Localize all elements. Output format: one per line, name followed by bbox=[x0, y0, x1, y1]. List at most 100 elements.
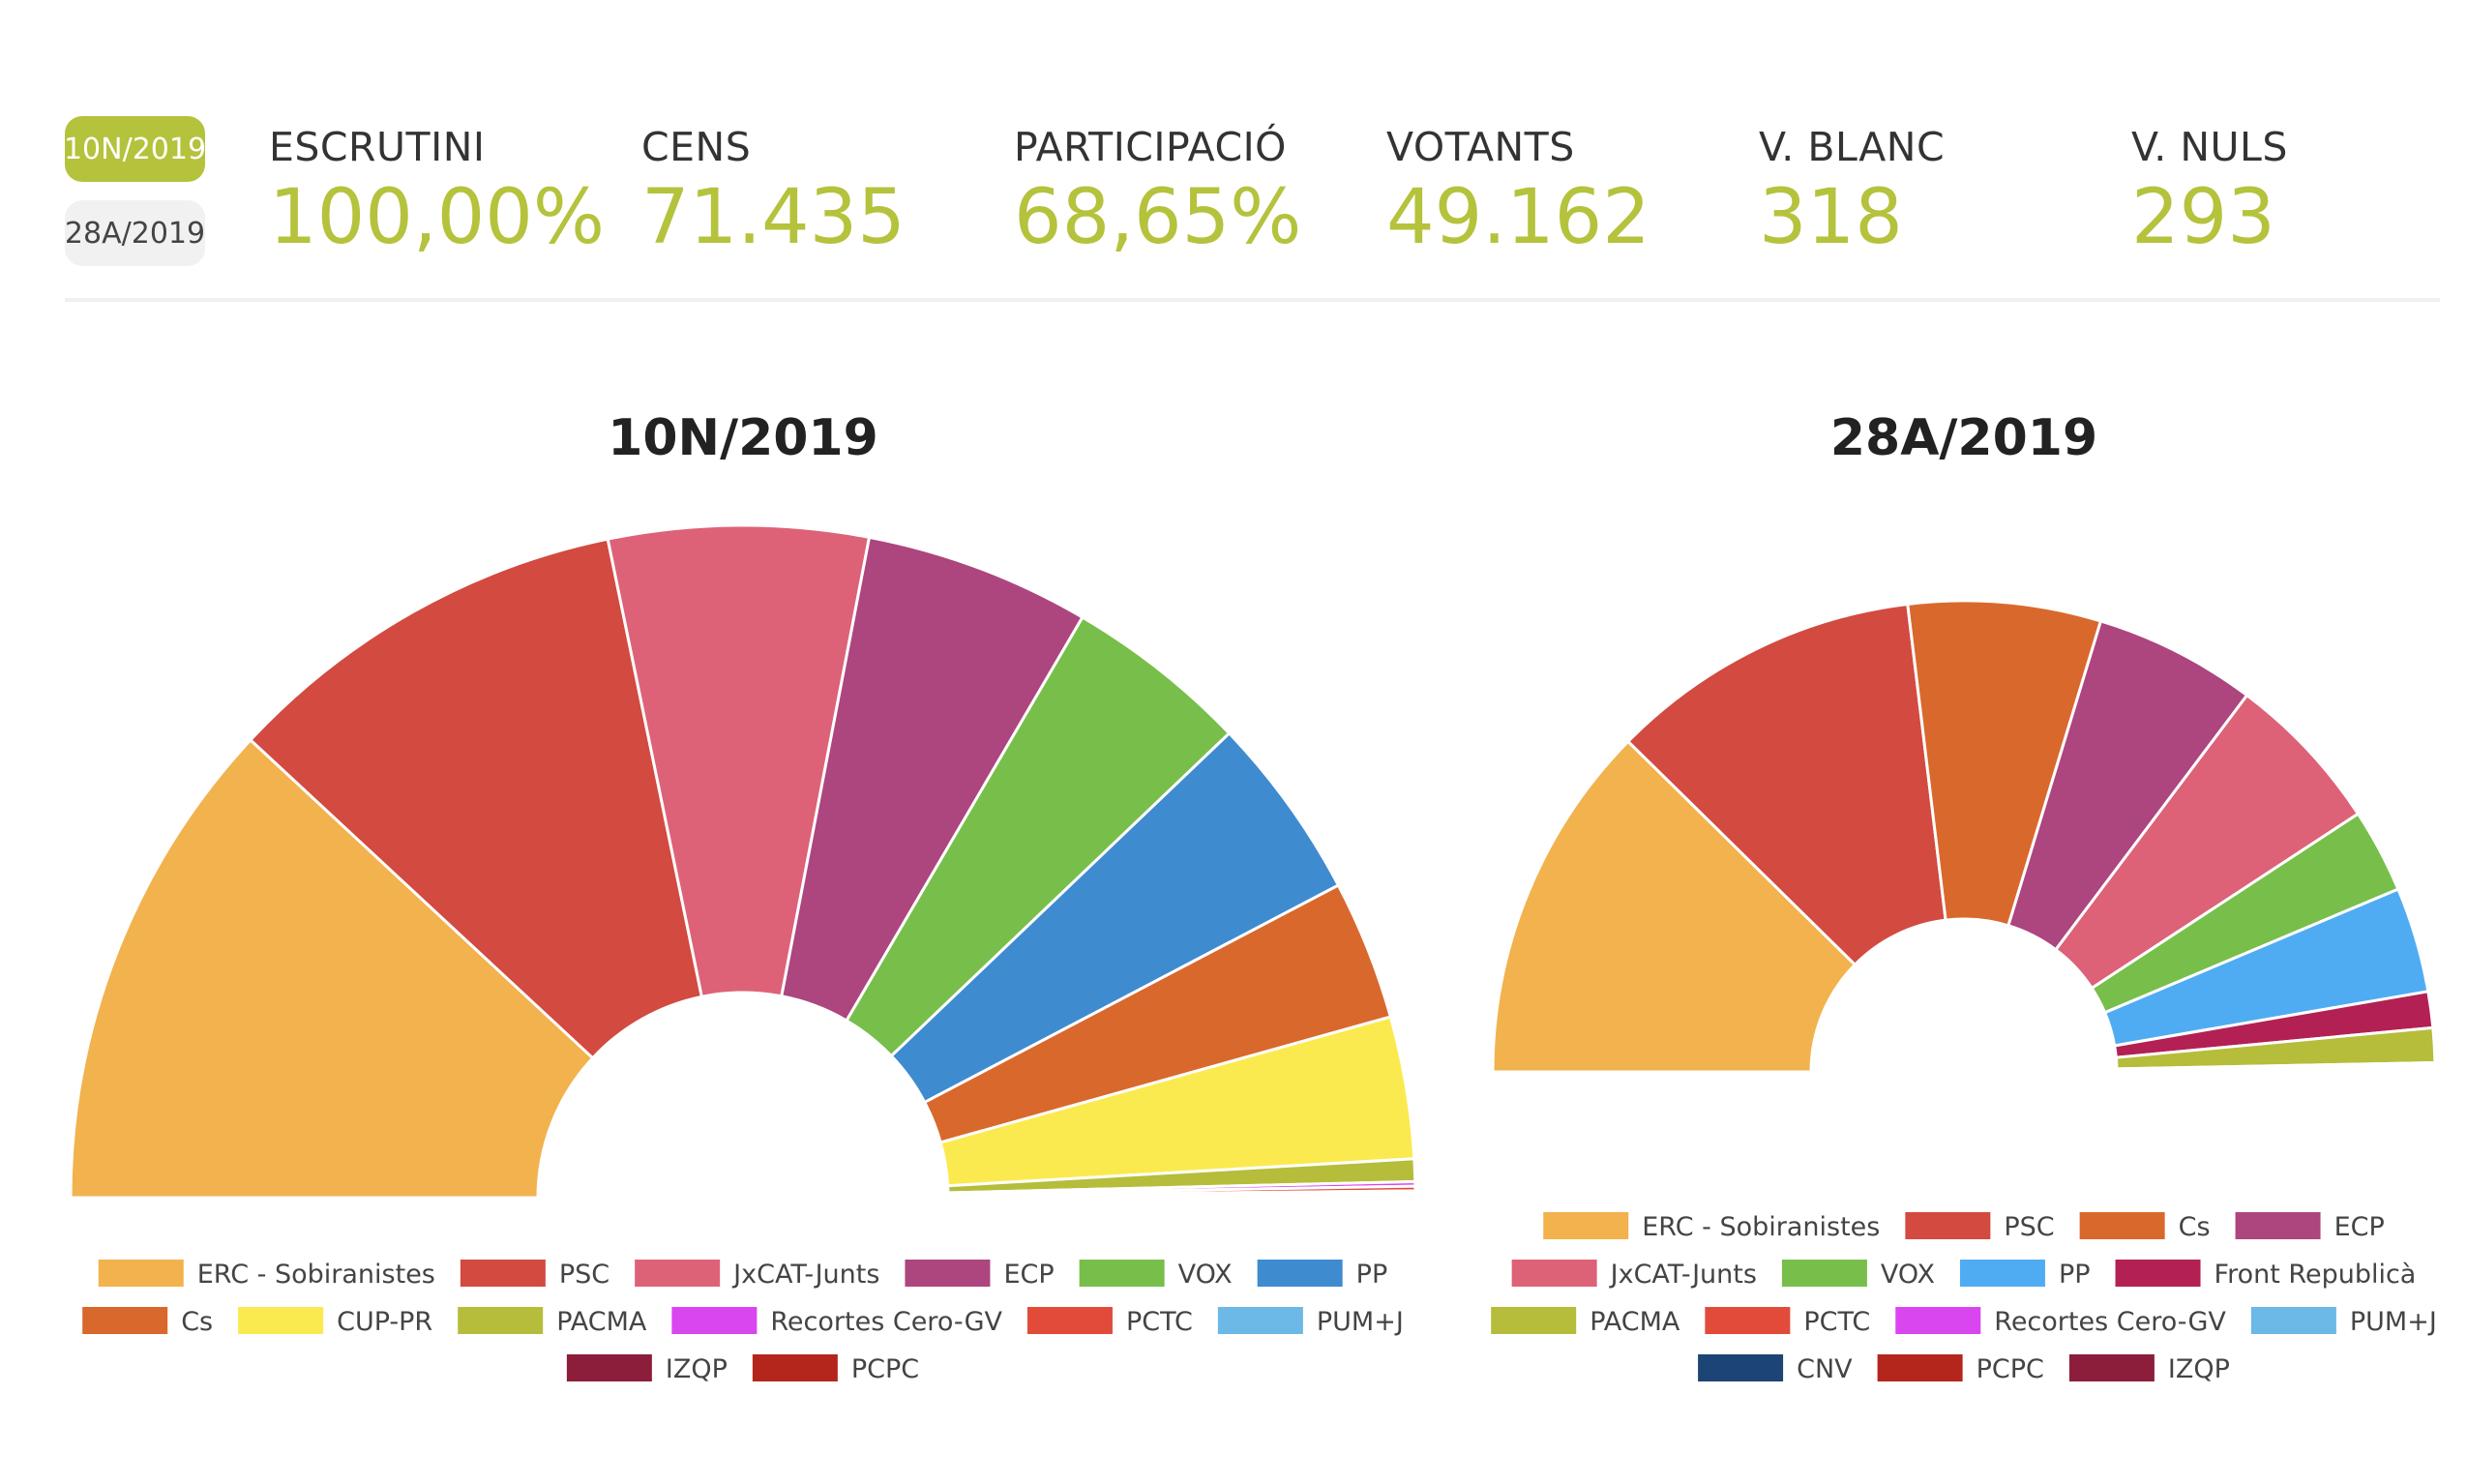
legend-label: CNV bbox=[1797, 1354, 1853, 1384]
legend-label: ERC - Sobiranistes bbox=[197, 1260, 435, 1290]
tab-28a-2019[interactable]: 28A/2019 bbox=[65, 200, 205, 266]
chart-title-10n: 10N/2019 bbox=[608, 409, 878, 467]
legend-swatch bbox=[1895, 1307, 1981, 1334]
legend-swatch bbox=[1959, 1260, 2045, 1287]
hemicycle-28a bbox=[1491, 599, 2437, 1074]
legend-swatch bbox=[2235, 1212, 2321, 1239]
legend-swatch bbox=[1543, 1212, 1629, 1239]
legend-item-pacma[interactable]: PACMA bbox=[1491, 1307, 1680, 1337]
legend-label: ERC - Sobiranistes bbox=[1642, 1212, 1880, 1242]
legend-label: Recortes Cero-GV bbox=[770, 1307, 1002, 1337]
slice-erc-sobiranistes[interactable] bbox=[69, 737, 595, 1200]
legend-label: PCTC bbox=[1803, 1307, 1870, 1337]
stat-label: V. BLANC bbox=[1759, 124, 1946, 170]
legend-item-pacma[interactable]: PACMA bbox=[458, 1307, 647, 1337]
legend-swatch bbox=[82, 1307, 168, 1334]
legend-swatch bbox=[1698, 1354, 1784, 1381]
stat-escrutini: ESCRUTINI 100,00% bbox=[269, 124, 605, 261]
slice-psc[interactable] bbox=[248, 537, 704, 1060]
legend-label: PSC bbox=[2004, 1212, 2054, 1242]
legend-swatch bbox=[238, 1307, 324, 1334]
legend-label: PCPC bbox=[851, 1354, 919, 1384]
legend-item-pp[interactable]: PP bbox=[1257, 1260, 1388, 1290]
legend-label: IZQP bbox=[666, 1354, 728, 1384]
legend-item-cup-pr[interactable]: CUP-PR bbox=[238, 1307, 432, 1337]
legend-item-recortes-cero-gv[interactable]: Recortes Cero-GV bbox=[1895, 1307, 2226, 1337]
stat-label: V. NULS bbox=[2131, 124, 2288, 170]
chart-title-28a: 28A/2019 bbox=[1830, 409, 2097, 467]
stat-label: ESCRUTINI bbox=[269, 124, 486, 170]
slice-erc-sobiranistes[interactable] bbox=[1491, 739, 1858, 1074]
legend-swatch bbox=[1781, 1260, 1867, 1287]
legend-label: PP bbox=[1356, 1260, 1388, 1290]
legend-28a: ERC - Sobiranistes PSC Cs ECP JxCAT-Junts VOX… bbox=[1491, 1212, 2437, 1384]
legend-swatch bbox=[1877, 1354, 1963, 1381]
legend-item-cnv[interactable]: CNV bbox=[1698, 1354, 1853, 1384]
legend-item-vox[interactable]: VOX bbox=[1079, 1260, 1233, 1290]
legend-label: VOX bbox=[1178, 1260, 1233, 1290]
stat-value: 318 bbox=[1759, 174, 1903, 261]
legend-swatch bbox=[1511, 1260, 1597, 1287]
legend-item-psc[interactable]: PSC bbox=[460, 1260, 609, 1290]
legend-swatch bbox=[460, 1260, 546, 1287]
legend-item-izqp[interactable]: IZQP bbox=[2068, 1354, 2230, 1384]
legend-label: IZQP bbox=[2168, 1354, 2230, 1384]
legend-label: PP bbox=[2059, 1260, 2091, 1290]
legend-label: PCTC bbox=[1126, 1307, 1193, 1337]
slice-ecp[interactable] bbox=[780, 535, 1085, 1024]
stat-v-nuls: V. NULS 293 bbox=[2131, 124, 2288, 261]
legend-label: PCPC bbox=[1977, 1354, 2044, 1384]
stat-v-blanc: V. BLANC 318 bbox=[1759, 124, 1945, 261]
legend-swatch bbox=[2115, 1260, 2201, 1287]
legend-item-erc-sobiranistes[interactable]: ERC - Sobiranistes bbox=[1543, 1212, 1880, 1242]
legend-label: ECP bbox=[2334, 1212, 2385, 1242]
legend-swatch bbox=[671, 1307, 758, 1334]
legend-label: JxCAT-Junts bbox=[1609, 1260, 1757, 1290]
legend-item-front-republic[interactable]: Front Republicà bbox=[2115, 1260, 2417, 1290]
legend-item-pum-j[interactable]: PUM+J bbox=[1217, 1307, 1404, 1337]
legend-label: PSC bbox=[559, 1260, 609, 1290]
legend-label: PUM+J bbox=[1317, 1307, 1404, 1337]
legend-item-pum-j[interactable]: PUM+J bbox=[2250, 1307, 2437, 1337]
legend-item-erc-sobiranistes[interactable]: ERC - Sobiranistes bbox=[98, 1260, 435, 1290]
legend-item-pcpc[interactable]: PCPC bbox=[752, 1354, 919, 1384]
slice-psc[interactable] bbox=[1625, 602, 1947, 967]
legend-swatch bbox=[752, 1354, 838, 1381]
legend-item-cs[interactable]: Cs bbox=[82, 1307, 213, 1337]
legend-label: JxCAT-Junts bbox=[731, 1260, 879, 1290]
legend-item-pctc[interactable]: PCTC bbox=[1026, 1307, 1193, 1337]
legend-item-pctc[interactable]: PCTC bbox=[1705, 1307, 1870, 1337]
legend-item-ecp[interactable]: ECP bbox=[2235, 1212, 2385, 1242]
legend-item-pp[interactable]: PP bbox=[1959, 1260, 2091, 1290]
slice-pcpc[interactable] bbox=[946, 1194, 1417, 1200]
stat-value: 68,65% bbox=[1014, 174, 1302, 261]
stat-value: 49.162 bbox=[1386, 174, 1650, 261]
legend-item-psc[interactable]: PSC bbox=[1905, 1212, 2055, 1242]
legend-swatch bbox=[2079, 1212, 2165, 1239]
legend-item-cs[interactable]: Cs bbox=[2079, 1212, 2211, 1242]
legend-item-jxcat-junts[interactable]: JxCAT-Junts bbox=[1511, 1260, 1757, 1290]
legend-label: Recortes Cero-GV bbox=[1994, 1307, 2226, 1337]
legend-label: PACMA bbox=[1590, 1307, 1680, 1337]
stat-label: PARTICIPACIÓ bbox=[1014, 124, 1287, 170]
legend-label: VOX bbox=[1881, 1260, 1935, 1290]
tab-10n-2019[interactable]: 10N/2019 bbox=[64, 116, 206, 182]
stat-label: VOTANTS bbox=[1386, 124, 1575, 170]
stat-value: 293 bbox=[2131, 174, 2275, 261]
legend-item-izqp[interactable]: IZQP bbox=[566, 1354, 728, 1384]
legend-item-vox[interactable]: VOX bbox=[1781, 1260, 1935, 1290]
legend-item-recortes-cero-gv[interactable]: Recortes Cero-GV bbox=[671, 1307, 1002, 1337]
legend-item-ecp[interactable]: ECP bbox=[905, 1260, 1055, 1290]
slice-izqp[interactable] bbox=[2115, 1068, 2437, 1074]
legend-swatch bbox=[635, 1260, 721, 1287]
legend-item-pcpc[interactable]: PCPC bbox=[1877, 1354, 2044, 1384]
legend-label: Cs bbox=[181, 1307, 213, 1337]
legend-swatch bbox=[905, 1260, 991, 1287]
legend-swatch bbox=[1257, 1260, 1343, 1287]
stat-value: 100,00% bbox=[269, 174, 606, 261]
stat-value: 71.435 bbox=[641, 174, 906, 261]
legend-item-jxcat-junts[interactable]: JxCAT-Junts bbox=[635, 1260, 879, 1290]
legend-label: Cs bbox=[2179, 1212, 2211, 1242]
stat-label: CENS bbox=[641, 124, 752, 170]
